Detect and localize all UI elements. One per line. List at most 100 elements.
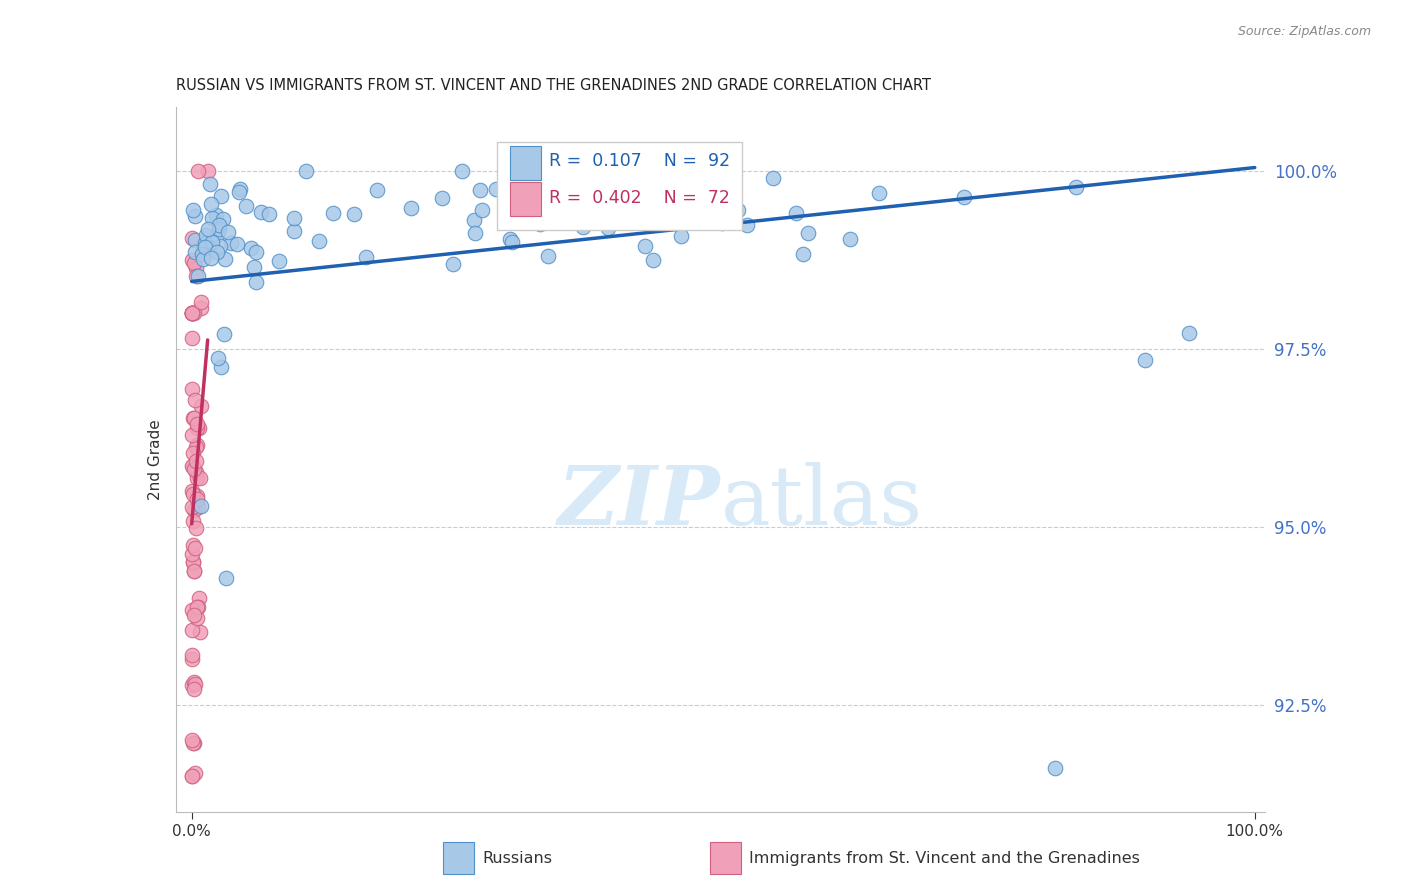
Text: RUSSIAN VS IMMIGRANTS FROM ST. VINCENT AND THE GRENADINES 2ND GRADE CORRELATION : RUSSIAN VS IMMIGRANTS FROM ST. VINCENT A… <box>176 78 931 94</box>
Point <box>308 234 330 248</box>
Point <box>195 227 218 242</box>
Point <box>186 417 208 431</box>
Point <box>181 427 204 442</box>
Text: ZIP: ZIP <box>558 462 721 541</box>
Point <box>214 571 236 585</box>
Point <box>508 194 530 209</box>
Point <box>1064 180 1087 194</box>
Point <box>228 185 250 199</box>
Point <box>183 681 205 696</box>
Point <box>184 766 207 780</box>
Point <box>181 411 204 425</box>
Point <box>180 458 202 473</box>
Point <box>366 183 388 197</box>
Point <box>209 189 232 203</box>
Point <box>183 503 205 517</box>
Point <box>186 465 208 479</box>
Point <box>190 499 212 513</box>
Point <box>207 351 229 365</box>
Point <box>190 399 212 413</box>
Text: Immigrants from St. Vincent and the Grenadines: Immigrants from St. Vincent and the Gren… <box>749 851 1140 865</box>
Point <box>269 253 291 268</box>
Point <box>194 239 217 253</box>
Point <box>205 208 228 222</box>
Point <box>180 382 202 396</box>
Point <box>181 483 204 498</box>
Point <box>245 275 267 289</box>
Point <box>634 239 657 253</box>
Point <box>727 202 749 217</box>
Point <box>283 211 305 225</box>
Point <box>181 330 204 344</box>
Point <box>186 471 208 485</box>
Point <box>187 268 209 283</box>
Point <box>451 164 474 178</box>
Point <box>212 212 235 227</box>
Bar <box>510 183 541 216</box>
Point <box>181 538 204 552</box>
Point <box>596 220 619 235</box>
Point <box>257 207 280 221</box>
Point <box>186 599 208 614</box>
Point <box>711 216 734 230</box>
Point <box>183 411 205 425</box>
Text: R =  0.402    N =  72: R = 0.402 N = 72 <box>550 189 730 207</box>
Point <box>191 246 214 260</box>
Point <box>529 218 551 232</box>
Point <box>180 306 202 320</box>
Point <box>658 187 681 202</box>
Text: R =  0.107    N =  92: R = 0.107 N = 92 <box>550 153 731 170</box>
Point <box>1133 353 1156 368</box>
Bar <box>510 145 541 179</box>
Point <box>181 678 204 692</box>
Point <box>239 241 262 255</box>
Text: atlas: atlas <box>721 462 922 541</box>
Point <box>661 189 683 203</box>
Point <box>226 236 249 251</box>
Point <box>181 306 204 320</box>
Point <box>245 244 267 259</box>
Point <box>183 565 205 579</box>
Point <box>214 252 236 267</box>
Point <box>183 393 205 408</box>
Point <box>181 769 204 783</box>
Point <box>343 206 366 220</box>
Point <box>219 235 242 250</box>
Point <box>471 202 494 217</box>
Point <box>668 164 690 178</box>
Point <box>181 306 204 320</box>
Point <box>669 229 692 244</box>
Point <box>235 199 257 213</box>
Point <box>485 182 508 196</box>
Point <box>181 736 204 750</box>
Point <box>186 491 208 506</box>
Point <box>183 209 205 223</box>
Point <box>180 769 202 783</box>
Point <box>184 541 207 556</box>
Point <box>626 191 648 205</box>
Point <box>214 326 236 341</box>
Point <box>197 164 219 178</box>
Point <box>187 164 209 178</box>
Point <box>181 487 204 501</box>
Point <box>187 500 209 514</box>
Point <box>200 178 222 192</box>
Point <box>294 164 316 178</box>
Point <box>243 260 266 274</box>
Point <box>207 222 229 236</box>
Point <box>735 218 758 232</box>
Point <box>571 219 593 234</box>
Point <box>468 183 491 197</box>
Point <box>183 607 205 622</box>
Point <box>229 182 252 196</box>
Point <box>181 732 204 747</box>
Point <box>183 306 205 320</box>
Point <box>200 197 222 211</box>
Point <box>399 201 422 215</box>
Point <box>181 203 204 218</box>
Point <box>537 249 560 263</box>
Point <box>610 186 633 200</box>
Point <box>184 454 207 468</box>
Point <box>283 224 305 238</box>
Point <box>186 440 208 454</box>
